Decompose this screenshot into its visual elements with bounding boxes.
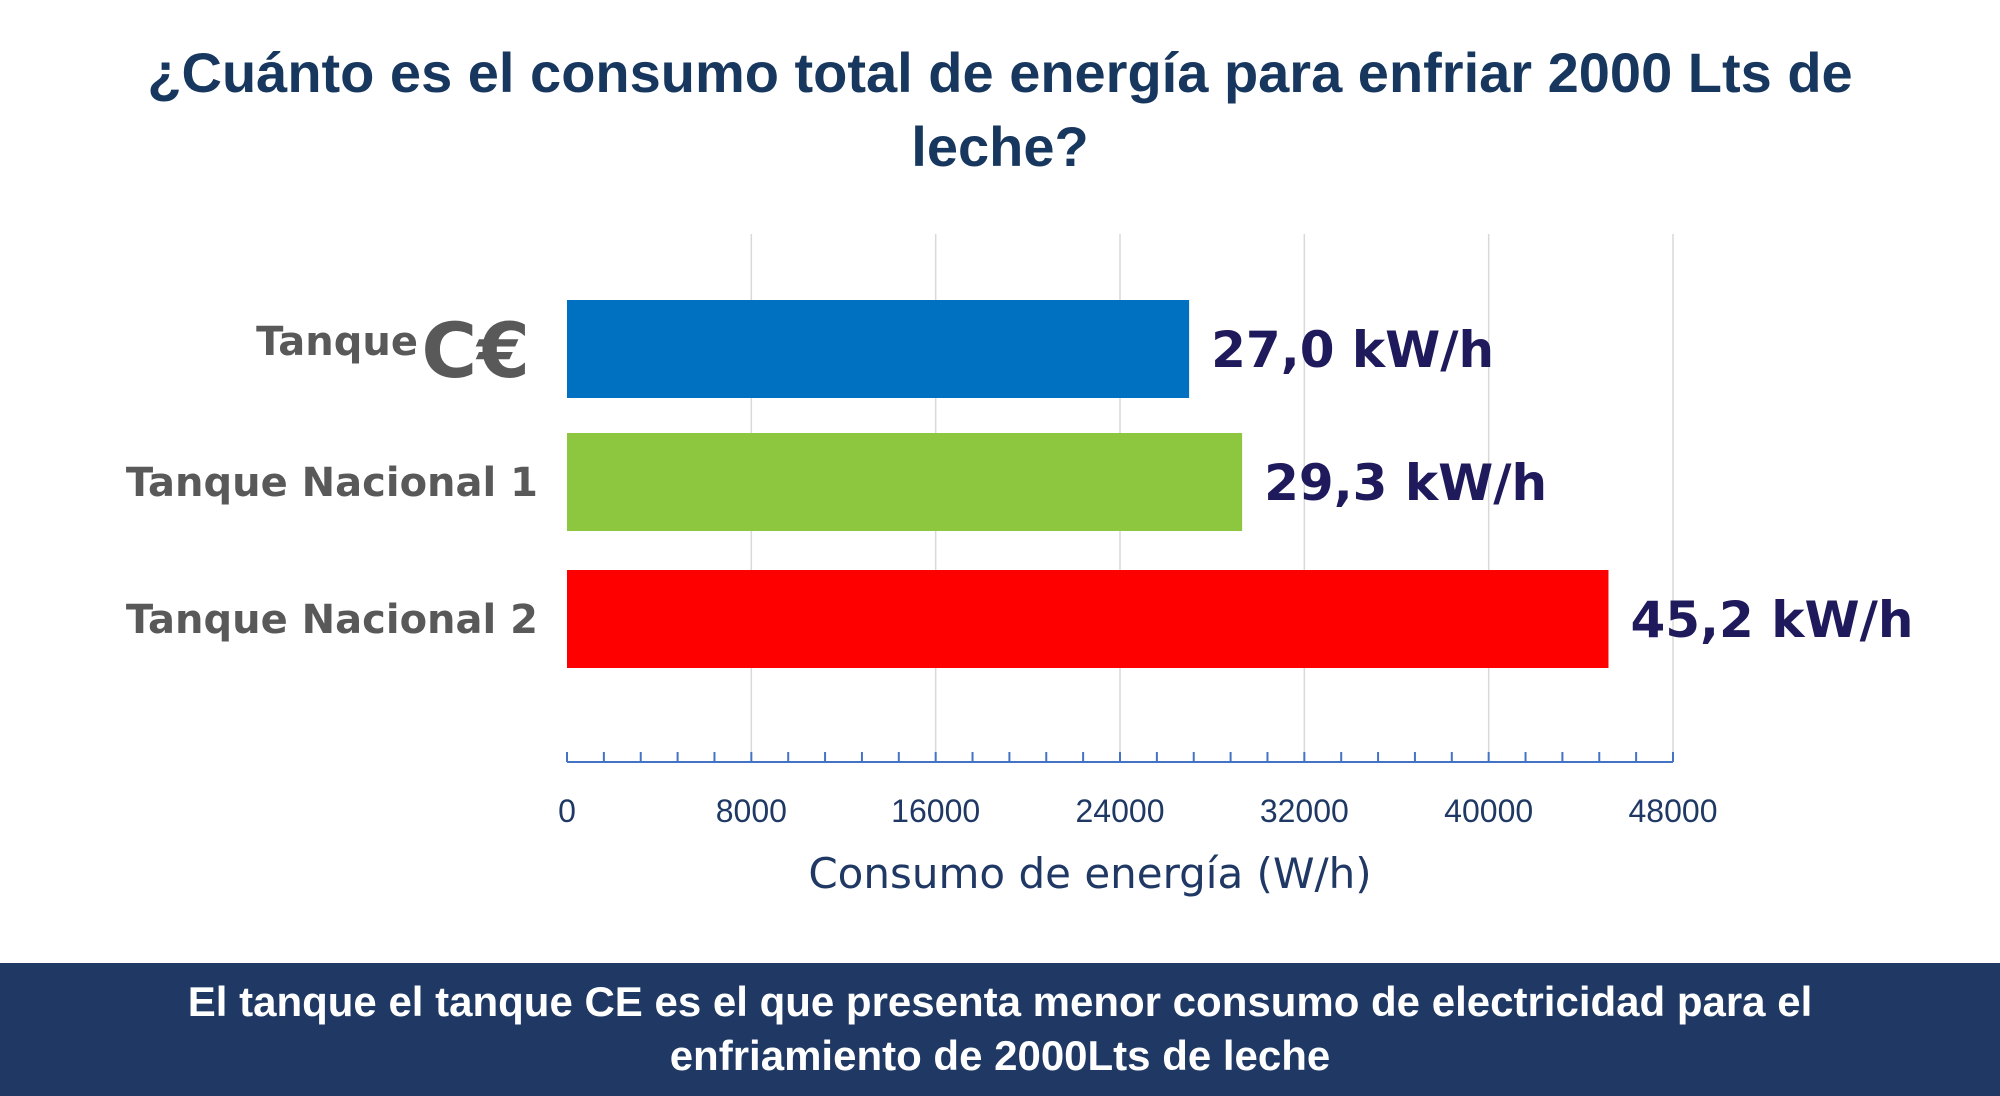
ce-mark: C€	[421, 306, 530, 395]
conclusion-banner: El tanque el tanque CE es el que present…	[0, 963, 2000, 1096]
data-label: 45,2 kW/h	[1630, 591, 1913, 649]
chart-title: ¿Cuánto es el consumo total de energía p…	[147, 41, 1853, 178]
bar	[567, 570, 1609, 668]
x-tick-label: 0	[558, 793, 576, 829]
data-label: 27,0 kW/h	[1211, 321, 1494, 379]
x-tick-label: 48000	[1629, 793, 1718, 829]
x-axis: 0 8000 16000 24000 32000 40000 48000	[558, 752, 1717, 829]
data-label: 29,3 kW/h	[1264, 454, 1547, 512]
category-label: Tanque Nacional 1	[126, 460, 538, 506]
x-tick-label: 32000	[1260, 793, 1349, 829]
x-tick-label: 40000	[1444, 793, 1533, 829]
conclusion-text: El tanque el tanque CE es el que present…	[187, 978, 1813, 1079]
x-tick-label: 16000	[891, 793, 980, 829]
data-labels: 27,0 kW/h 29,3 kW/h 45,2 kW/h	[1211, 321, 1913, 649]
bar	[567, 433, 1243, 531]
category-label: Tanque Nacional 2	[126, 597, 538, 643]
bar-chart: C€Tanque Tanque Nacional 1 Tanque Nacional…	[126, 234, 1914, 898]
x-axis-title: Consumo de energía (W/h)	[808, 849, 1371, 898]
x-tick-label: 24000	[1076, 793, 1165, 829]
category-label: Tanque	[256, 319, 418, 365]
bar	[567, 300, 1190, 398]
category-labels: C€Tanque Tanque Nacional 1 Tanque Nacional…	[126, 306, 538, 643]
x-tick-label: 8000	[716, 793, 787, 829]
bars	[567, 300, 1609, 668]
